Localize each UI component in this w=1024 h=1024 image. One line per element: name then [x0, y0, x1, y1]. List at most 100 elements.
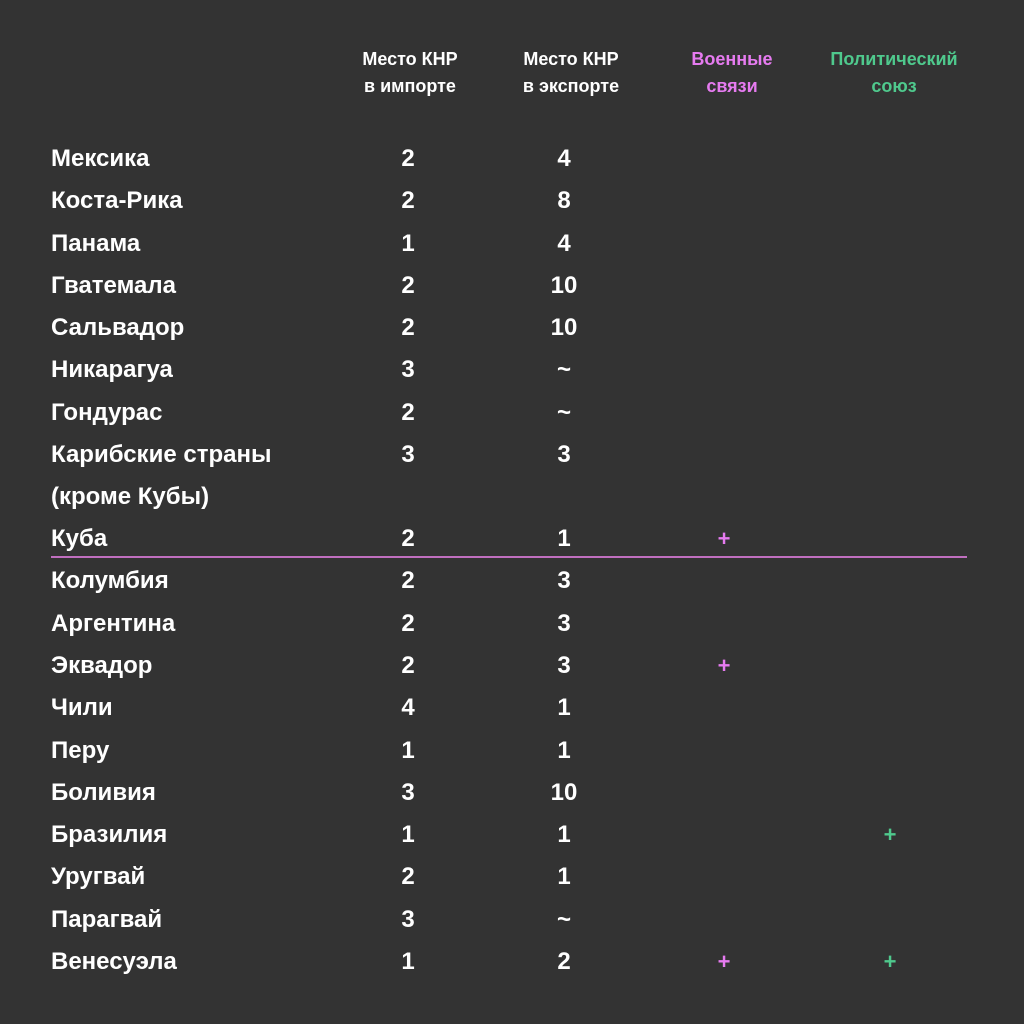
- military-ties-mark: +: [717, 526, 731, 552]
- import-rank: 1: [401, 821, 415, 849]
- header-export-line2: в экспорте: [522, 76, 620, 96]
- country-name: Перу: [51, 730, 371, 772]
- country-name: Гондурас: [51, 392, 371, 434]
- header-import-rank: Место КНР в импорте: [340, 46, 480, 100]
- table-row: Парагвай 3 ~: [0, 899, 1024, 941]
- export-rank: 2: [557, 948, 571, 976]
- country-name: Боливия: [51, 772, 371, 814]
- import-rank: 2: [401, 271, 415, 299]
- export-rank: 1: [557, 736, 571, 764]
- table-row: Колумбия 2 3: [0, 560, 1024, 602]
- military-ties-mark: +: [717, 652, 731, 678]
- country-name-line1: Аргентина: [51, 609, 176, 637]
- table-row: Эквадор 2 3 +: [0, 645, 1024, 687]
- country-name-line1: Карибские страны: [51, 441, 272, 469]
- export-rank: ~: [556, 398, 571, 426]
- country-name-line1: Колумбия: [51, 567, 169, 595]
- country-name-line1: Венесуэла: [51, 948, 177, 976]
- export-rank: ~: [556, 905, 571, 933]
- country-name: Колумбия: [51, 560, 371, 602]
- table-row: Бразилия 1 1 +: [0, 814, 1024, 856]
- export-rank: ~: [556, 356, 571, 384]
- country-name-line1: Бразилия: [51, 821, 168, 849]
- export-rank: 10: [550, 271, 578, 299]
- country-name-line1: Никарагуа: [51, 356, 173, 384]
- country-name: Карибские страны (кроме Кубы): [51, 434, 371, 518]
- table-row: Куба 2 1 +: [0, 518, 1024, 560]
- export-rank: 1: [557, 821, 571, 849]
- table-row: Боливия 3 10: [0, 772, 1024, 814]
- table-row: Коста-Рика 2 8: [0, 180, 1024, 222]
- country-name-line1: Перу: [51, 736, 110, 764]
- table-row: Сальвадор 2 10: [0, 307, 1024, 349]
- import-rank: 2: [401, 651, 415, 679]
- export-rank: 1: [557, 525, 571, 553]
- political-union-mark: +: [883, 949, 897, 975]
- country-name: Чили: [51, 687, 371, 729]
- table-row: Уругвай 2 1: [0, 856, 1024, 898]
- import-rank: 3: [401, 441, 415, 469]
- import-rank: 4: [401, 694, 415, 722]
- table-row: Гондурас 2 ~: [0, 392, 1024, 434]
- political-union-mark: +: [883, 822, 897, 848]
- export-rank: 3: [557, 609, 571, 637]
- country-name-line1: Боливия: [51, 778, 156, 806]
- country-table: Мексика 2 4 Коста-Рика 2 8 Панама 1 4 Гватемала 2 1…: [0, 138, 1024, 983]
- import-rank: 2: [401, 314, 415, 342]
- import-rank: 2: [401, 525, 415, 553]
- country-name: Венесуэла: [51, 941, 371, 983]
- header-import-line1: Место КНР: [362, 49, 458, 69]
- country-name-line1: Гватемала: [51, 271, 176, 299]
- country-name-line1: Коста-Рика: [51, 187, 183, 215]
- import-rank: 3: [401, 778, 415, 806]
- country-name-line1: Куба: [51, 525, 108, 553]
- import-rank: 3: [401, 905, 415, 933]
- import-rank: 2: [401, 187, 415, 215]
- import-rank: 1: [401, 229, 415, 257]
- header-military-line2: связи: [706, 76, 758, 96]
- country-name: Эквадор: [51, 645, 371, 687]
- country-name: Коста-Рика: [51, 180, 371, 222]
- country-name-line2: (кроме Кубы): [51, 483, 210, 511]
- country-name: Куба: [51, 518, 371, 560]
- country-name: Бразилия: [51, 814, 371, 856]
- export-rank: 4: [557, 145, 571, 172]
- country-name-line1: Уругвай: [51, 863, 146, 891]
- military-ties-mark: +: [717, 949, 731, 975]
- country-name: Парагвай: [51, 899, 371, 941]
- import-rank: 2: [401, 398, 415, 426]
- import-rank: 2: [401, 567, 415, 595]
- table-row: Перу 1 1: [0, 730, 1024, 772]
- import-rank: 1: [401, 948, 415, 976]
- header-political-line1: Политический: [830, 49, 958, 69]
- country-name-line1: Мексика: [51, 145, 150, 172]
- country-name-line1: Эквадор: [51, 651, 153, 679]
- export-rank: 3: [557, 651, 571, 679]
- table-row: Венесуэла 1 2 + +: [0, 941, 1024, 983]
- header-political-line2: союз: [871, 76, 917, 96]
- export-rank: 10: [550, 314, 578, 342]
- country-name: Аргентина: [51, 603, 371, 645]
- import-rank: 2: [401, 609, 415, 637]
- export-rank: 8: [557, 187, 571, 215]
- country-name: Гватемала: [51, 265, 371, 307]
- table-row: Карибские страны (кроме Кубы) 3 3: [0, 434, 1024, 518]
- country-name-line1: Гондурас: [51, 398, 163, 426]
- region-divider: [51, 556, 967, 558]
- country-name: Мексика: [51, 138, 371, 180]
- export-rank: 1: [557, 863, 571, 891]
- table-row: Панама 1 4: [0, 223, 1024, 265]
- country-name: Никарагуа: [51, 349, 371, 391]
- export-rank: 3: [557, 441, 571, 469]
- header-export-line1: Место КНР: [523, 49, 619, 69]
- import-rank: 2: [401, 863, 415, 891]
- header-military-ties: Военные связи: [662, 46, 802, 100]
- country-name-line1: Чили: [51, 694, 113, 722]
- table-row: Чили 4 1: [0, 687, 1024, 729]
- table-row: Аргентина 2 3: [0, 603, 1024, 645]
- country-name: Уругвай: [51, 856, 371, 898]
- country-name-line1: Парагвай: [51, 905, 163, 933]
- table-row: Мексика 2 4: [0, 138, 1024, 180]
- table-row: Никарагуа 3 ~: [0, 349, 1024, 391]
- header-export-rank: Место КНР в экспорте: [496, 46, 646, 100]
